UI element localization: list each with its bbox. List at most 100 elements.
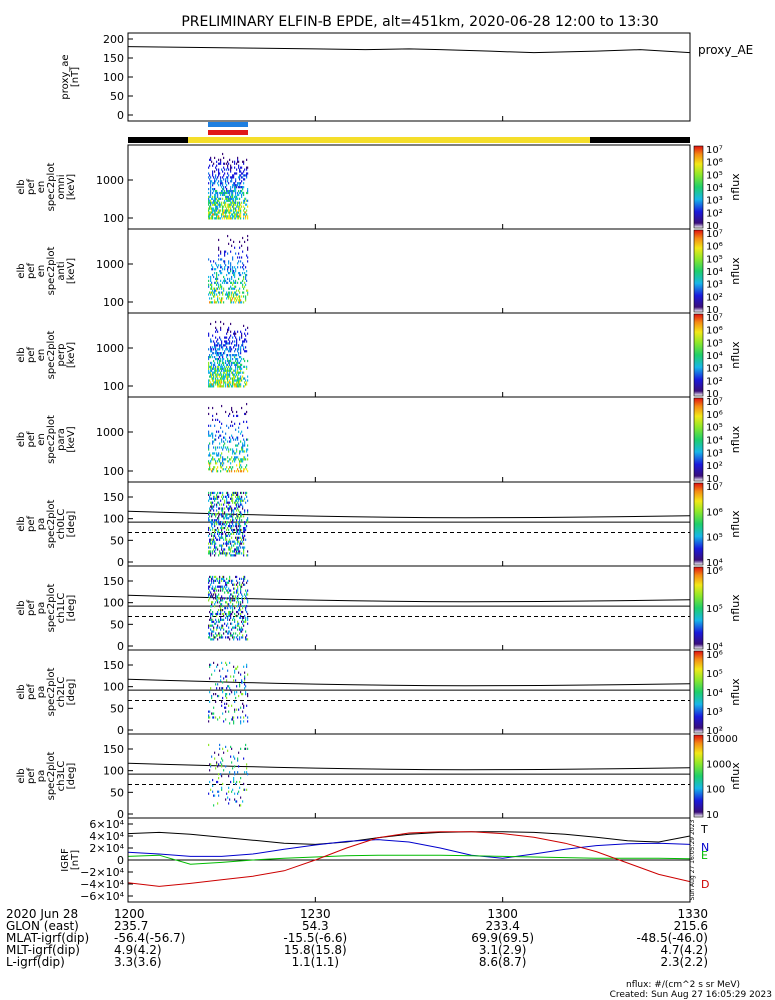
spectrogram-cell (243, 291, 245, 294)
spectrogram-cell (239, 616, 241, 619)
spectrogram-cell (246, 593, 248, 596)
spectrogram-cell (208, 217, 210, 220)
spectrogram-cell (245, 528, 247, 532)
spectrogram-cell (229, 211, 231, 214)
spectrogram-cell (223, 191, 225, 195)
spectrogram-cell (211, 612, 213, 616)
ytick-label-igrf-6: 6×10⁴ (89, 818, 124, 831)
spectrogram-cell (222, 367, 224, 370)
spectrogram-cell (237, 599, 239, 602)
spectrogram-cell (208, 511, 210, 514)
spectrogram-cell (236, 211, 238, 214)
spectrogram-cell (244, 440, 246, 443)
spectrogram-cell (226, 215, 228, 218)
spectrogram-cell (219, 747, 221, 750)
spectrogram-cell (228, 704, 230, 707)
spectrogram-cell (234, 354, 236, 357)
colorbar-tick-spec_omni-2: 10³ (706, 196, 723, 207)
colorbar-tick-pa_ch3-1: 100 (706, 785, 725, 796)
spectrogram-cell (226, 624, 228, 627)
spectrogram-cell (247, 359, 249, 363)
spectrogram-cell (215, 579, 217, 582)
spectrogram-cell (220, 371, 222, 374)
spectrogram-cell (242, 628, 244, 631)
spectrogram-cell (245, 526, 247, 530)
spectrogram-cell (243, 287, 245, 290)
spectrogram-cell (217, 344, 219, 347)
ylabel-spec_perp-0: elb (16, 347, 27, 362)
spectrogram-cell (245, 203, 247, 206)
colorbar-tick-spec_perp-0: 10 (706, 389, 719, 400)
spectrogram-cell (214, 361, 216, 365)
spectrogram-cell (242, 188, 244, 191)
spectrogram-cell (209, 597, 211, 600)
spectrogram-cell (217, 361, 219, 365)
spectrogram-cell (240, 628, 242, 631)
spectrogram-cell (233, 381, 235, 384)
spectrogram-cell (223, 215, 225, 218)
spectrogram-cell (224, 193, 226, 197)
spectrogram-cell (225, 336, 227, 339)
igrf-legend-E: E (701, 849, 708, 862)
spectrogram-cell (241, 201, 243, 204)
spectrogram-cell (212, 456, 214, 459)
spectrogram-cell (212, 716, 214, 719)
spectrogram-cell (221, 189, 223, 193)
spectrogram-cell (235, 357, 237, 361)
spectrogram-cell (214, 554, 216, 557)
spectrogram-cell (225, 581, 227, 584)
spectrogram-cell (210, 554, 212, 557)
spectrogram-cell (219, 620, 221, 623)
spectrogram-cell (237, 381, 239, 384)
spectrogram-cell (216, 503, 218, 506)
spectrogram-cell (218, 458, 220, 461)
spectrogram-cell (222, 207, 224, 210)
spectrogram-cell (238, 260, 240, 263)
spectrogram-cell (231, 367, 233, 370)
spectrogram-cell (240, 460, 242, 463)
spectrogram-cell (246, 771, 248, 774)
spectrogram-cell (209, 195, 211, 198)
spectrogram-cell (247, 246, 249, 249)
spectrogram-cell (211, 470, 213, 473)
spectrogram-cell (236, 299, 238, 302)
spectrogram-cell (240, 170, 242, 173)
spectrogram-cell (244, 340, 246, 343)
spectrogram-cell (226, 554, 228, 557)
spectrogram-cell (240, 601, 242, 604)
spectrogram-cell (212, 406, 214, 410)
spectrogram-cell (234, 773, 236, 776)
spectrogram-cell (208, 406, 210, 410)
spectrogram-cell (229, 379, 231, 382)
spectrogram-cell (213, 620, 215, 623)
spectrogram-cell (217, 281, 219, 284)
spectrogram-cell (211, 497, 213, 500)
spectrogram-cell (244, 412, 246, 416)
ytick-label-spec_omni-1: 1000 (96, 174, 124, 187)
spectrogram-cell (214, 199, 216, 202)
spectrogram-cell (220, 182, 222, 185)
spectrogram-cell (219, 375, 221, 378)
spectrogram-cell (221, 530, 223, 534)
spectrogram-cell (240, 591, 242, 594)
spectrogram-cell (212, 507, 214, 510)
spectrogram-cell (236, 636, 238, 639)
spectrogram-cell (212, 601, 214, 604)
spectrogram-cell (237, 792, 239, 795)
spectrogram-cell (216, 217, 218, 220)
spectrogram-cell (241, 344, 243, 347)
spectrogram-cell (230, 238, 232, 242)
spectrogram-cell (232, 607, 234, 610)
spectrogram-cell (208, 203, 210, 206)
spectrogram-cell (238, 348, 240, 351)
spectrogram-cell (233, 293, 235, 296)
spectrogram-cell (215, 548, 217, 551)
spectrogram-cell (210, 460, 212, 463)
spectrogram-cell (208, 191, 210, 195)
spectrogram-cell (235, 536, 237, 539)
spectrogram-cell (216, 614, 218, 618)
spectrogram-cell (210, 193, 212, 197)
spectrogram-cell (234, 456, 236, 459)
spectrogram-cell (232, 215, 234, 218)
spectrogram-cell (217, 610, 219, 614)
